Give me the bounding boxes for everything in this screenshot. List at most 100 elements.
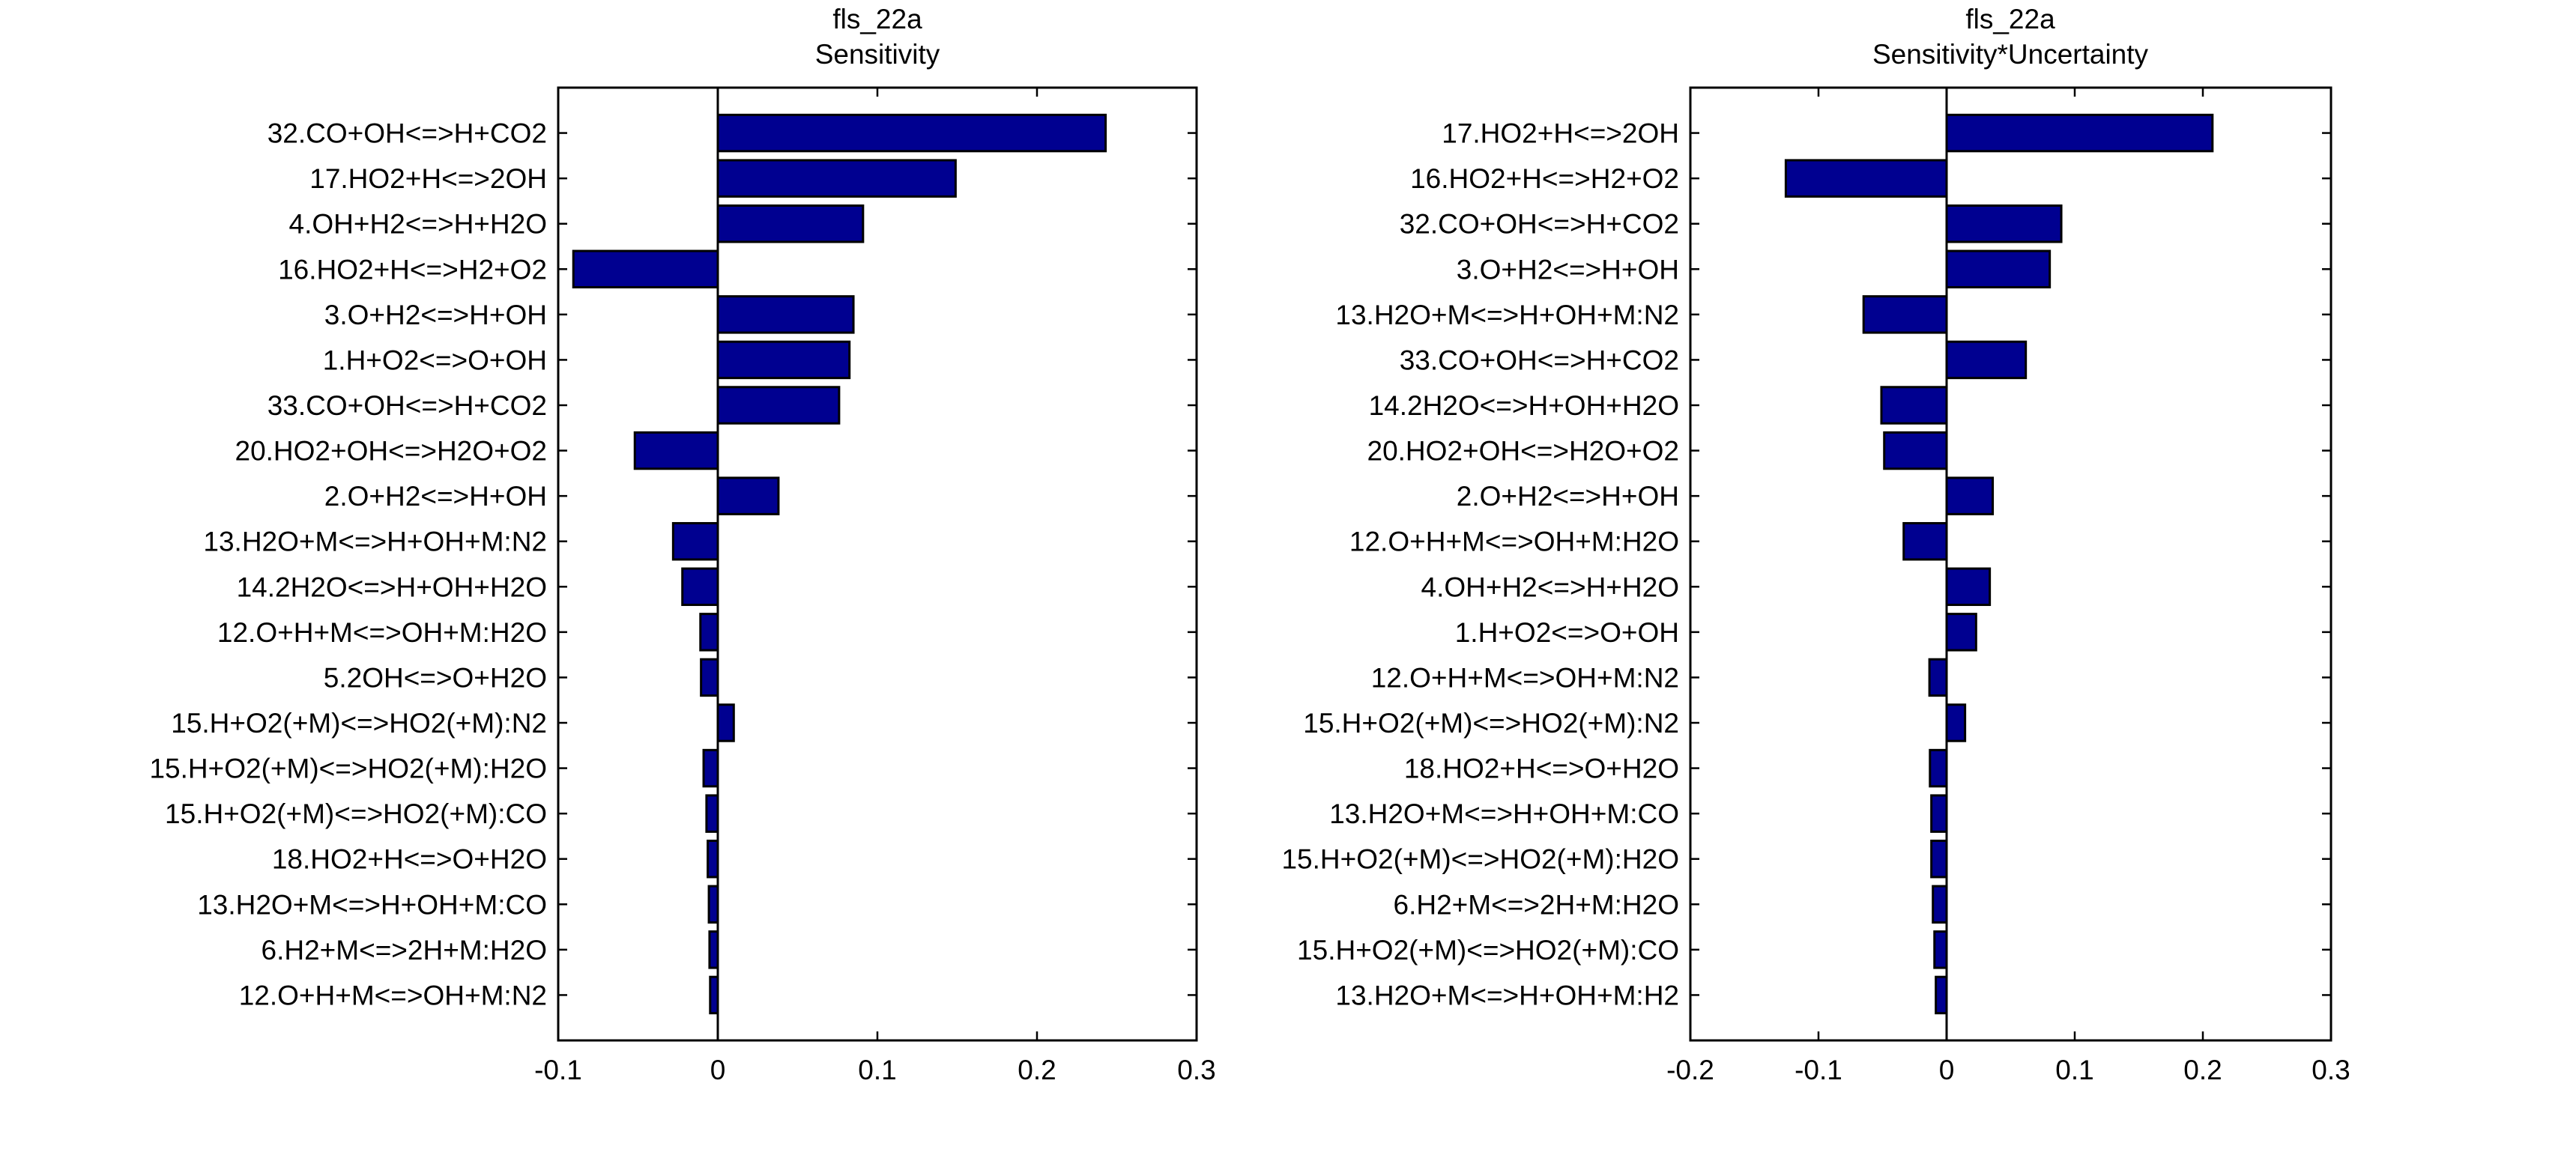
y-tick-label: 33.CO+OH<=>H+CO2 — [1400, 345, 1679, 375]
x-tick-label: 0.2 — [2183, 1055, 2222, 1085]
x-tick-label: 0.3 — [2312, 1055, 2350, 1085]
y-tick-label: 12.O+H+M<=>OH+M:H2O — [1349, 527, 1679, 557]
y-tick-label: 13.H2O+M<=>H+OH+M:CO — [197, 889, 547, 920]
y-tick-label: 17.HO2+H<=>2OH — [1442, 118, 1679, 149]
y-tick-label: 2.O+H2<=>H+OH — [1457, 481, 1679, 512]
y-tick-label: 13.H2O+M<=>H+OH+M:CO — [1329, 798, 1679, 829]
bar — [1935, 975, 1948, 1015]
x-tick-label: 0.2 — [1018, 1055, 1056, 1085]
chart-sensitivity-uncertainty: fls_22a Sensitivity*Uncertainty 17.HO2+H… — [1281, 4, 2350, 1085]
bar — [681, 567, 719, 607]
bar — [1932, 885, 1948, 924]
bar — [1902, 521, 1948, 561]
y-tick-label: 15.H+O2(+M)<=>HO2(+M):N2 — [171, 708, 547, 739]
x-tick-labels: -0.2 -0.1 0 0.1 0.2 0.3 — [1666, 1055, 2350, 1085]
y-tick-label: 33.CO+OH<=>H+CO2 — [267, 390, 547, 421]
x-tick-label: 0 — [710, 1055, 726, 1085]
y-tick-label: 2.O+H2<=>H+OH — [324, 481, 547, 512]
bar — [1928, 658, 1948, 697]
y-tick-label: 15.H+O2(+M)<=>HO2(+M):H2O — [1281, 844, 1679, 875]
bar — [1933, 930, 1948, 969]
bar — [716, 159, 957, 198]
bar — [709, 975, 719, 1015]
axes-box — [1689, 86, 2332, 1042]
bar — [716, 476, 780, 515]
y-tick-label: 20.HO2+OH<=>H2O+O2 — [235, 436, 548, 467]
y-tick-label: 1.H+O2<=>O+OH — [323, 345, 547, 375]
bar — [1862, 295, 1948, 334]
y-tick-label: 13.H2O+M<=>H+OH+M:N2 — [1335, 300, 1679, 330]
y-tick-label: 12.O+H+M<=>OH+M:H2O — [217, 617, 547, 648]
y-tick-label: 32.CO+OH<=>H+CO2 — [267, 118, 547, 149]
bar — [1930, 794, 1948, 833]
x-tick-label: -0.2 — [1666, 1055, 1714, 1085]
bar — [1883, 431, 1948, 470]
x-tick-labels: -0.1 0 0.1 0.2 0.3 — [534, 1055, 1216, 1085]
bar — [707, 839, 719, 879]
bar — [716, 113, 1107, 153]
bar — [572, 249, 719, 289]
y-tick-labels: 17.HO2+H<=>2OH 16.HO2+H<=>H2+O2 32.CO+OH<=… — [1281, 118, 1679, 1011]
bar — [1929, 748, 1948, 788]
y-tick-label: 4.OH+H2<=>H+H2O — [1421, 572, 1680, 602]
bar — [1945, 567, 1992, 607]
y-tick-label: 16.HO2+H<=>H2+O2 — [278, 254, 547, 285]
x-tick-label: 0.1 — [2055, 1055, 2093, 1085]
y-tick-label: 16.HO2+H<=>H2+O2 — [1410, 163, 1679, 194]
y-tick-label: 1.H+O2<=>O+OH — [1455, 617, 1679, 648]
y-tick-label: 4.OH+H2<=>H+H2O — [289, 209, 548, 240]
chart-subtitle: Sensitivity — [815, 39, 940, 70]
y-tick-label: 6.H2+M<=>2H+M:H2O — [1394, 889, 1680, 920]
x-tick-label: -0.1 — [1795, 1055, 1842, 1085]
bar — [633, 431, 719, 470]
bar — [702, 748, 719, 788]
bars-group — [1784, 113, 2214, 1015]
x-tick-label: 0.3 — [1177, 1055, 1215, 1085]
y-tick-label: 3.O+H2<=>H+OH — [324, 300, 547, 330]
bar — [716, 340, 851, 380]
y-tick-label: 5.2OH<=>O+H2O — [324, 662, 547, 693]
x-tick-label: 0 — [1939, 1055, 1955, 1085]
bar — [1945, 613, 1977, 652]
y-tick-label: 3.O+H2<=>H+OH — [1457, 254, 1679, 285]
y-tick-label: 15.H+O2(+M)<=>HO2(+M):CO — [1297, 935, 1679, 966]
bar — [1945, 249, 2052, 289]
chart-sensitivity: fls_22a Sensitivity 32.CO+OH<=>H+CO2 17.H… — [149, 4, 1215, 1085]
ticks-group — [557, 86, 1198, 1042]
bar — [1945, 113, 2214, 153]
bar — [716, 204, 865, 243]
y-tick-label: 13.H2O+M<=>H+OH+M:H2 — [1335, 980, 1679, 1010]
bar — [671, 521, 719, 561]
y-tick-label: 17.HO2+H<=>2OH — [309, 163, 547, 194]
bar — [716, 386, 841, 425]
y-tick-label: 14.2H2O<=>H+OH+H2O — [237, 572, 547, 602]
y-tick-label: 12.O+H+M<=>OH+M:N2 — [239, 980, 547, 1010]
bar — [1880, 386, 1948, 425]
y-tick-label: 15.H+O2(+M)<=>HO2(+M):H2O — [149, 754, 547, 784]
bar — [705, 794, 719, 833]
bar — [1945, 204, 2063, 243]
bars-group — [572, 113, 1107, 1015]
x-tick-label: 0.1 — [858, 1055, 896, 1085]
y-tick-label: 13.H2O+M<=>H+OH+M:N2 — [203, 527, 547, 557]
bar — [700, 658, 719, 697]
y-tick-label: 32.CO+OH<=>H+CO2 — [1400, 209, 1679, 240]
bar — [1784, 159, 1948, 198]
ticks-group — [1689, 86, 2332, 1042]
y-tick-label: 6.H2+M<=>2H+M:H2O — [261, 935, 548, 966]
bar — [1945, 703, 1967, 742]
y-tick-label: 18.HO2+H<=>O+H2O — [1404, 754, 1679, 784]
bar — [1945, 476, 1995, 515]
bar — [716, 295, 855, 334]
y-tick-label: 15.H+O2(+M)<=>HO2(+M):CO — [165, 798, 547, 829]
y-tick-labels: 32.CO+OH<=>H+CO2 17.HO2+H<=>2OH 4.OH+H2<=>… — [149, 118, 547, 1011]
bar — [707, 885, 719, 924]
bar — [699, 613, 719, 652]
y-tick-label: 18.HO2+H<=>O+H2O — [272, 844, 547, 875]
chart-title: fls_22a — [1965, 4, 2055, 34]
y-tick-label: 12.O+H+M<=>OH+M:N2 — [1371, 662, 1679, 693]
bar — [1945, 340, 2028, 380]
bar — [716, 703, 735, 742]
y-tick-label: 14.2H2O<=>H+OH+H2O — [1369, 390, 1679, 421]
